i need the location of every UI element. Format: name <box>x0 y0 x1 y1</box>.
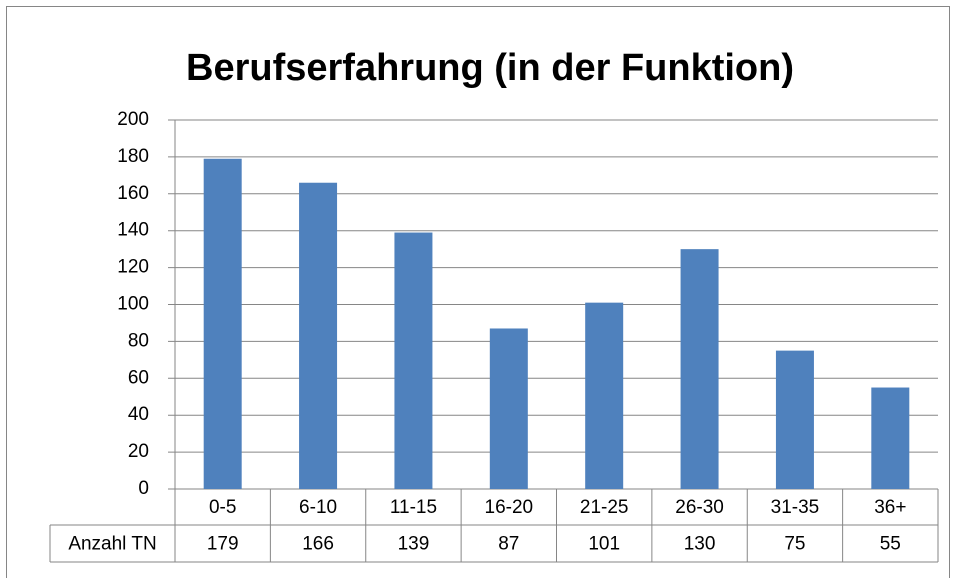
y-tick-label: 140 <box>117 220 149 241</box>
table-value: 130 <box>684 534 716 555</box>
y-tick-label: 40 <box>128 404 149 425</box>
table-value: 101 <box>588 534 620 555</box>
table-value: 166 <box>302 534 334 555</box>
table-value: 87 <box>498 534 519 555</box>
table-series-name: Anzahl TN <box>68 534 156 555</box>
bar <box>871 387 910 489</box>
y-tick-label: 120 <box>117 257 149 278</box>
x-tick-label: 6-10 <box>299 497 337 518</box>
x-tick-label: 11-15 <box>390 497 437 518</box>
bar <box>775 350 814 489</box>
y-tick-label: 80 <box>128 330 149 351</box>
bar <box>203 158 242 489</box>
bar <box>394 232 433 490</box>
y-tick-label: 20 <box>128 441 149 462</box>
y-tick-label: 60 <box>128 367 149 388</box>
y-tick-label: 200 <box>117 109 149 130</box>
x-tick-label: 21-25 <box>580 497 629 518</box>
bar <box>299 182 338 490</box>
table-value: 179 <box>207 534 239 555</box>
x-tick-label: 16-20 <box>485 497 534 518</box>
chart-title: Berufserfahrung (in der Funktion) <box>186 47 794 89</box>
y-tick-label: 0 <box>138 478 149 499</box>
table-value: 55 <box>880 534 901 555</box>
table-value: 75 <box>784 534 805 555</box>
y-tick-label: 160 <box>117 183 149 204</box>
y-tick-label: 180 <box>117 146 149 167</box>
bar <box>680 249 719 489</box>
bar <box>489 328 528 489</box>
x-tick-label: 31-35 <box>771 497 820 518</box>
y-tick-label: 100 <box>117 294 149 315</box>
x-tick-label: 0-5 <box>209 497 236 518</box>
x-tick-label: 36+ <box>874 497 906 518</box>
bar <box>585 302 624 489</box>
table-value: 139 <box>398 534 430 555</box>
x-tick-label: 26-30 <box>675 497 724 518</box>
